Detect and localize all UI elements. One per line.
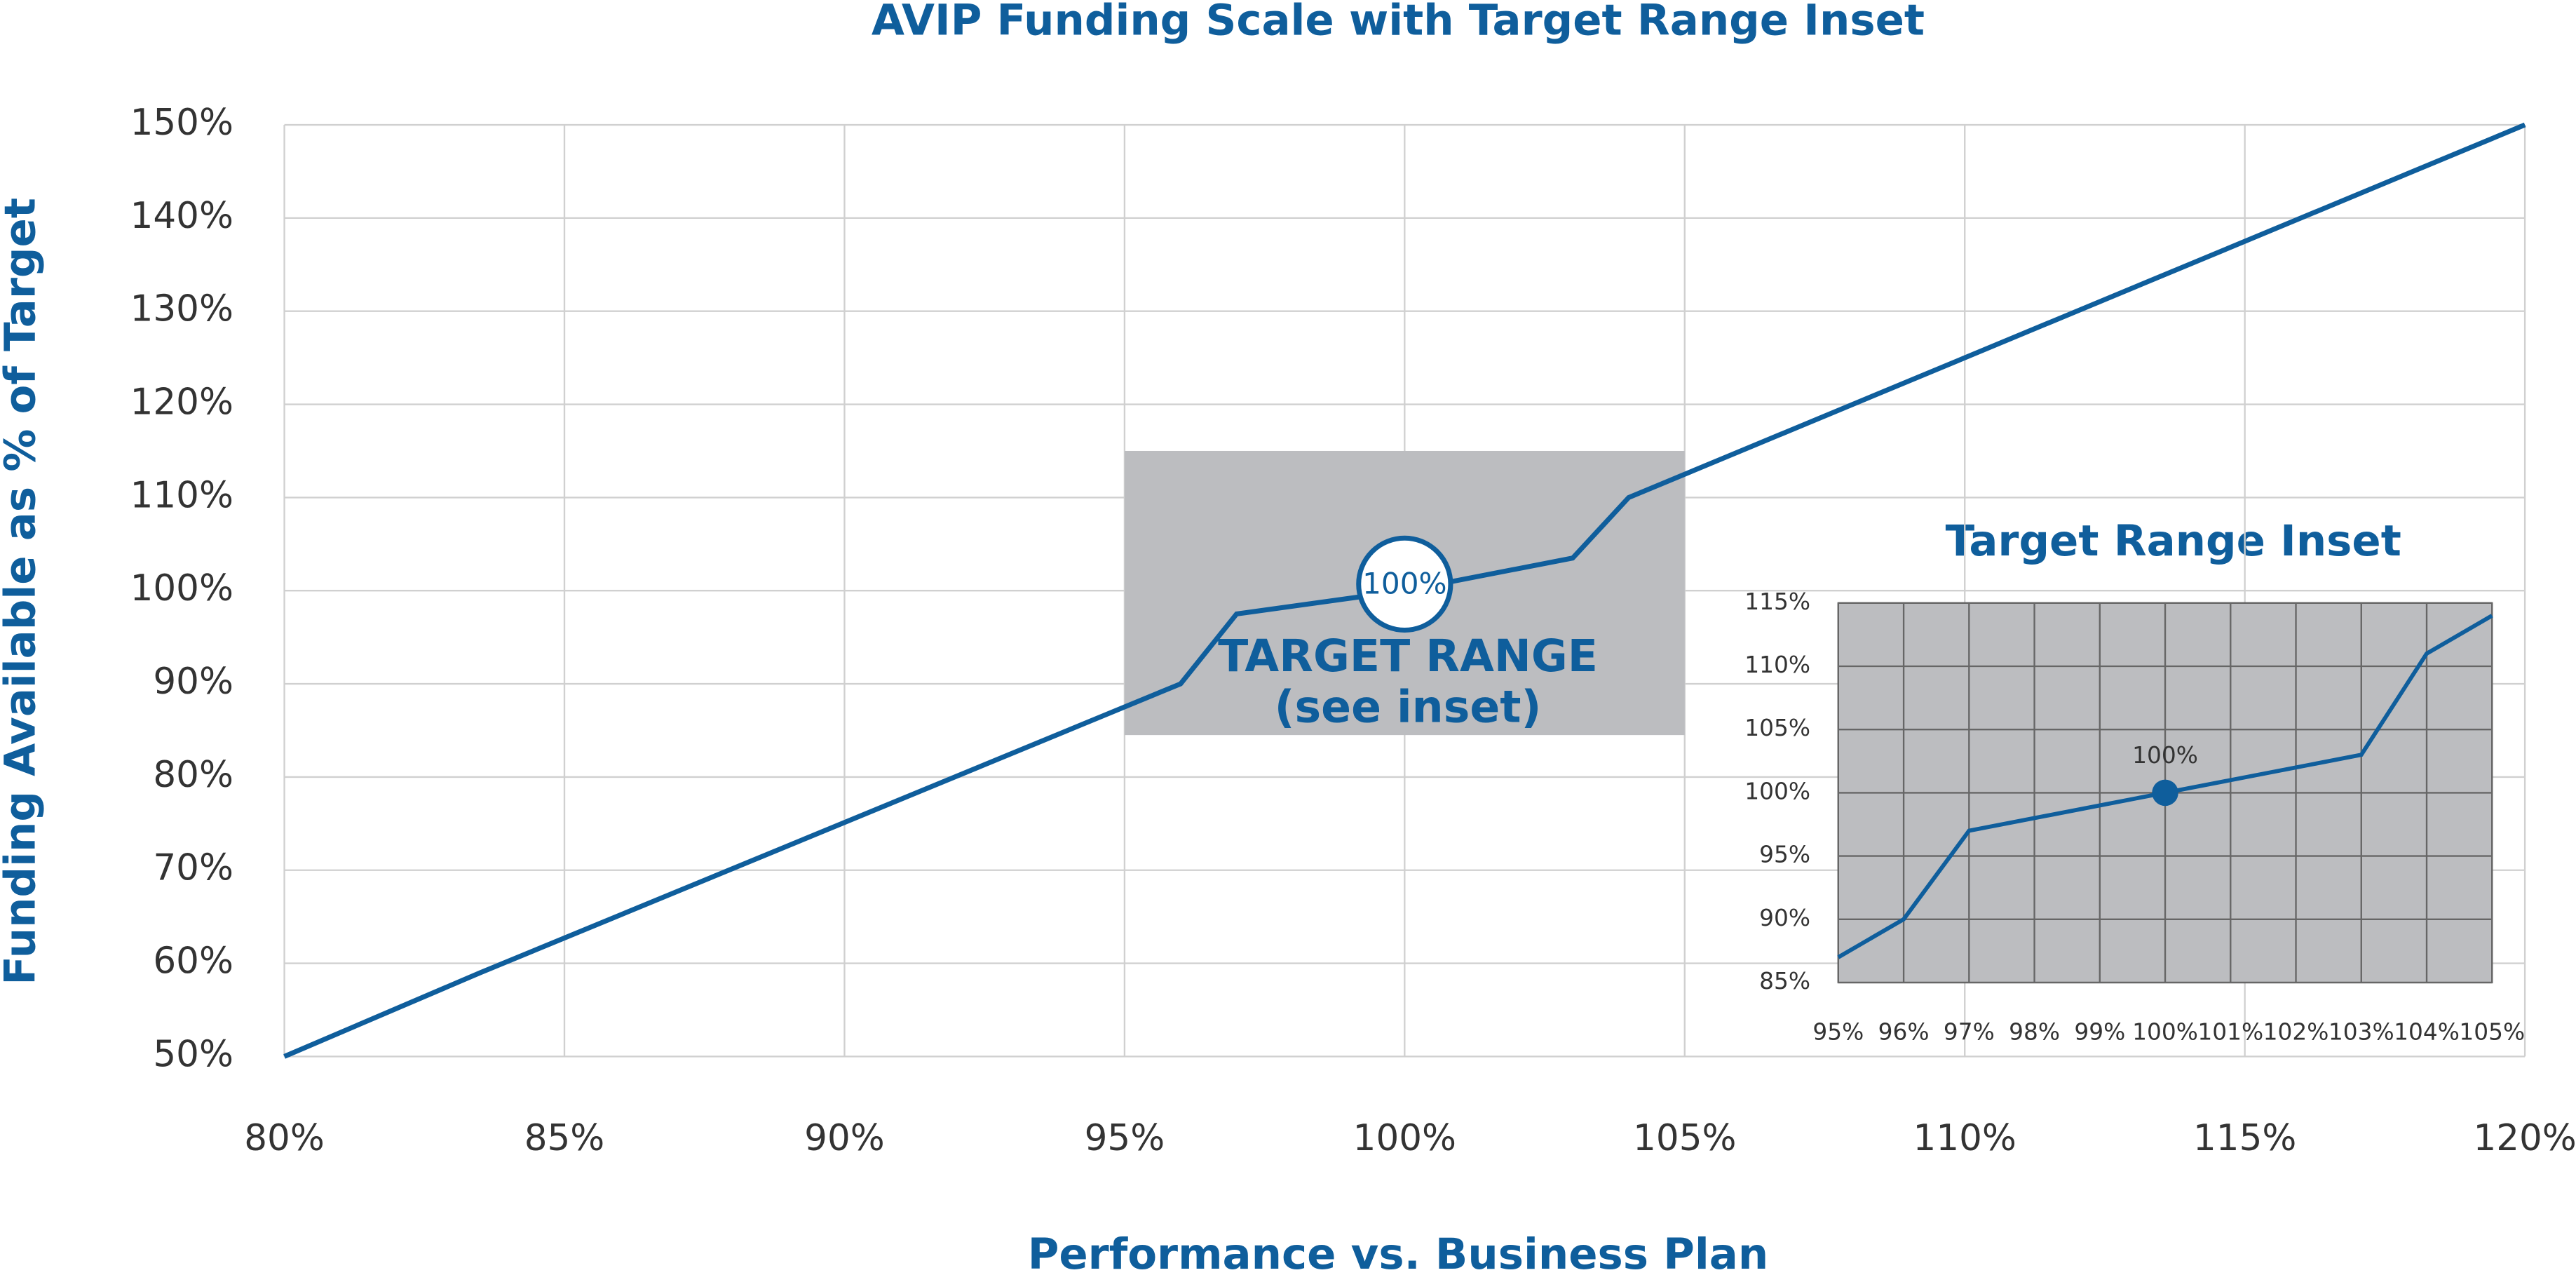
marker: [1356, 535, 1453, 633]
x-tick-label: 100%: [1353, 1117, 1456, 1159]
plot-border: [1837, 602, 2493, 984]
series-line: [283, 122, 2526, 1059]
y-tick-label: 115%: [1744, 588, 1810, 615]
y-tick-label: 110%: [1744, 652, 1810, 678]
x-tick-label: 95%: [1812, 1019, 1864, 1046]
x-tick-label: 98%: [2009, 1019, 2060, 1046]
y-tick-label: 80%: [153, 754, 233, 796]
y-tick-label: 110%: [130, 474, 233, 516]
x-tick-label: 104%: [2394, 1019, 2460, 1046]
y-tick-label: 85%: [1759, 968, 1810, 994]
x-tick-label: 102%: [2263, 1019, 2329, 1046]
y-tick-label: 105%: [1744, 715, 1810, 741]
x-tick-label: 101%: [2197, 1019, 2263, 1046]
y-tick-label: 120%: [130, 382, 233, 424]
chart-title: AVIP Funding Scale with Target Range Ins…: [872, 0, 1925, 45]
marker-label: 100%: [1362, 567, 1447, 601]
y-axis-label: Funding Available as % of Target: [0, 198, 46, 985]
x-tick-label: 97%: [1944, 1019, 1995, 1046]
x-axis-label: Performance vs. Business Plan: [1028, 1229, 1768, 1275]
y-tick-label: 130%: [130, 288, 233, 330]
y-tick-label: 50%: [153, 1033, 233, 1075]
x-tick-label: 105%: [2459, 1019, 2525, 1046]
x-tick-label: 120%: [2473, 1117, 2576, 1159]
x-tick-label: 95%: [1085, 1117, 1165, 1159]
x-tick-label: 103%: [2328, 1019, 2394, 1046]
y-tick-label: 140%: [130, 195, 233, 237]
x-tick-label: 115%: [2193, 1117, 2296, 1159]
marker: [2152, 779, 2178, 807]
y-tick-label: 100%: [130, 567, 233, 609]
x-tick-label: 80%: [244, 1117, 325, 1159]
y-tick-label: 90%: [153, 661, 233, 703]
x-tick-label: 96%: [1878, 1019, 1930, 1046]
x-tick-label: 99%: [2074, 1019, 2125, 1046]
target-range-label: TARGET RANGE: [1218, 630, 1598, 682]
x-tick-label: 85%: [524, 1117, 605, 1159]
x-tick-label: 90%: [804, 1117, 885, 1159]
y-tick-label: 100%: [1744, 778, 1810, 804]
y-tick-label: 90%: [1759, 905, 1810, 931]
y-tick-label: 150%: [130, 102, 233, 144]
x-tick-label: 105%: [1633, 1117, 1736, 1159]
x-tick-label: 110%: [1913, 1117, 2016, 1159]
marker-label: 100%: [2132, 742, 2198, 769]
target-range-label: (see inset): [1275, 681, 1542, 733]
y-tick-label: 70%: [153, 847, 233, 889]
y-tick-label: 95%: [1759, 842, 1810, 868]
x-tick-label: 100%: [2132, 1019, 2198, 1046]
y-tick-label: 60%: [153, 940, 233, 983]
inset-title: Target Range Inset: [1946, 516, 2401, 566]
